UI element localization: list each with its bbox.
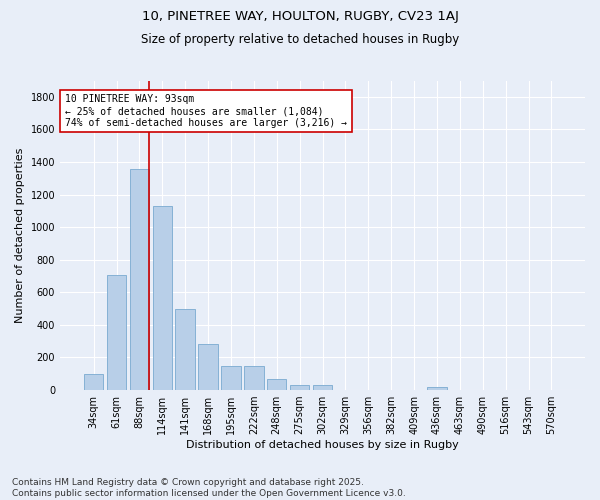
Bar [130,170,149,390]
X-axis label: Distribution of detached houses by size in Rugby: Distribution of detached houses by size … [186,440,459,450]
Bar [290,385,310,390]
Bar [244,366,263,390]
Bar [313,385,332,390]
Bar [199,344,218,390]
Bar [427,387,446,390]
Bar [152,206,172,390]
Bar [267,378,286,390]
Text: 10, PINETREE WAY, HOULTON, RUGBY, CV23 1AJ: 10, PINETREE WAY, HOULTON, RUGBY, CV23 1… [142,10,458,23]
Bar [107,275,126,390]
Text: Size of property relative to detached houses in Rugby: Size of property relative to detached ho… [141,32,459,46]
Y-axis label: Number of detached properties: Number of detached properties [15,148,25,323]
Bar [221,366,241,390]
Text: 10 PINETREE WAY: 93sqm
← 25% of detached houses are smaller (1,084)
74% of semi-: 10 PINETREE WAY: 93sqm ← 25% of detached… [65,94,347,128]
Bar [84,374,103,390]
Bar [175,310,195,390]
Text: Contains HM Land Registry data © Crown copyright and database right 2025.
Contai: Contains HM Land Registry data © Crown c… [12,478,406,498]
